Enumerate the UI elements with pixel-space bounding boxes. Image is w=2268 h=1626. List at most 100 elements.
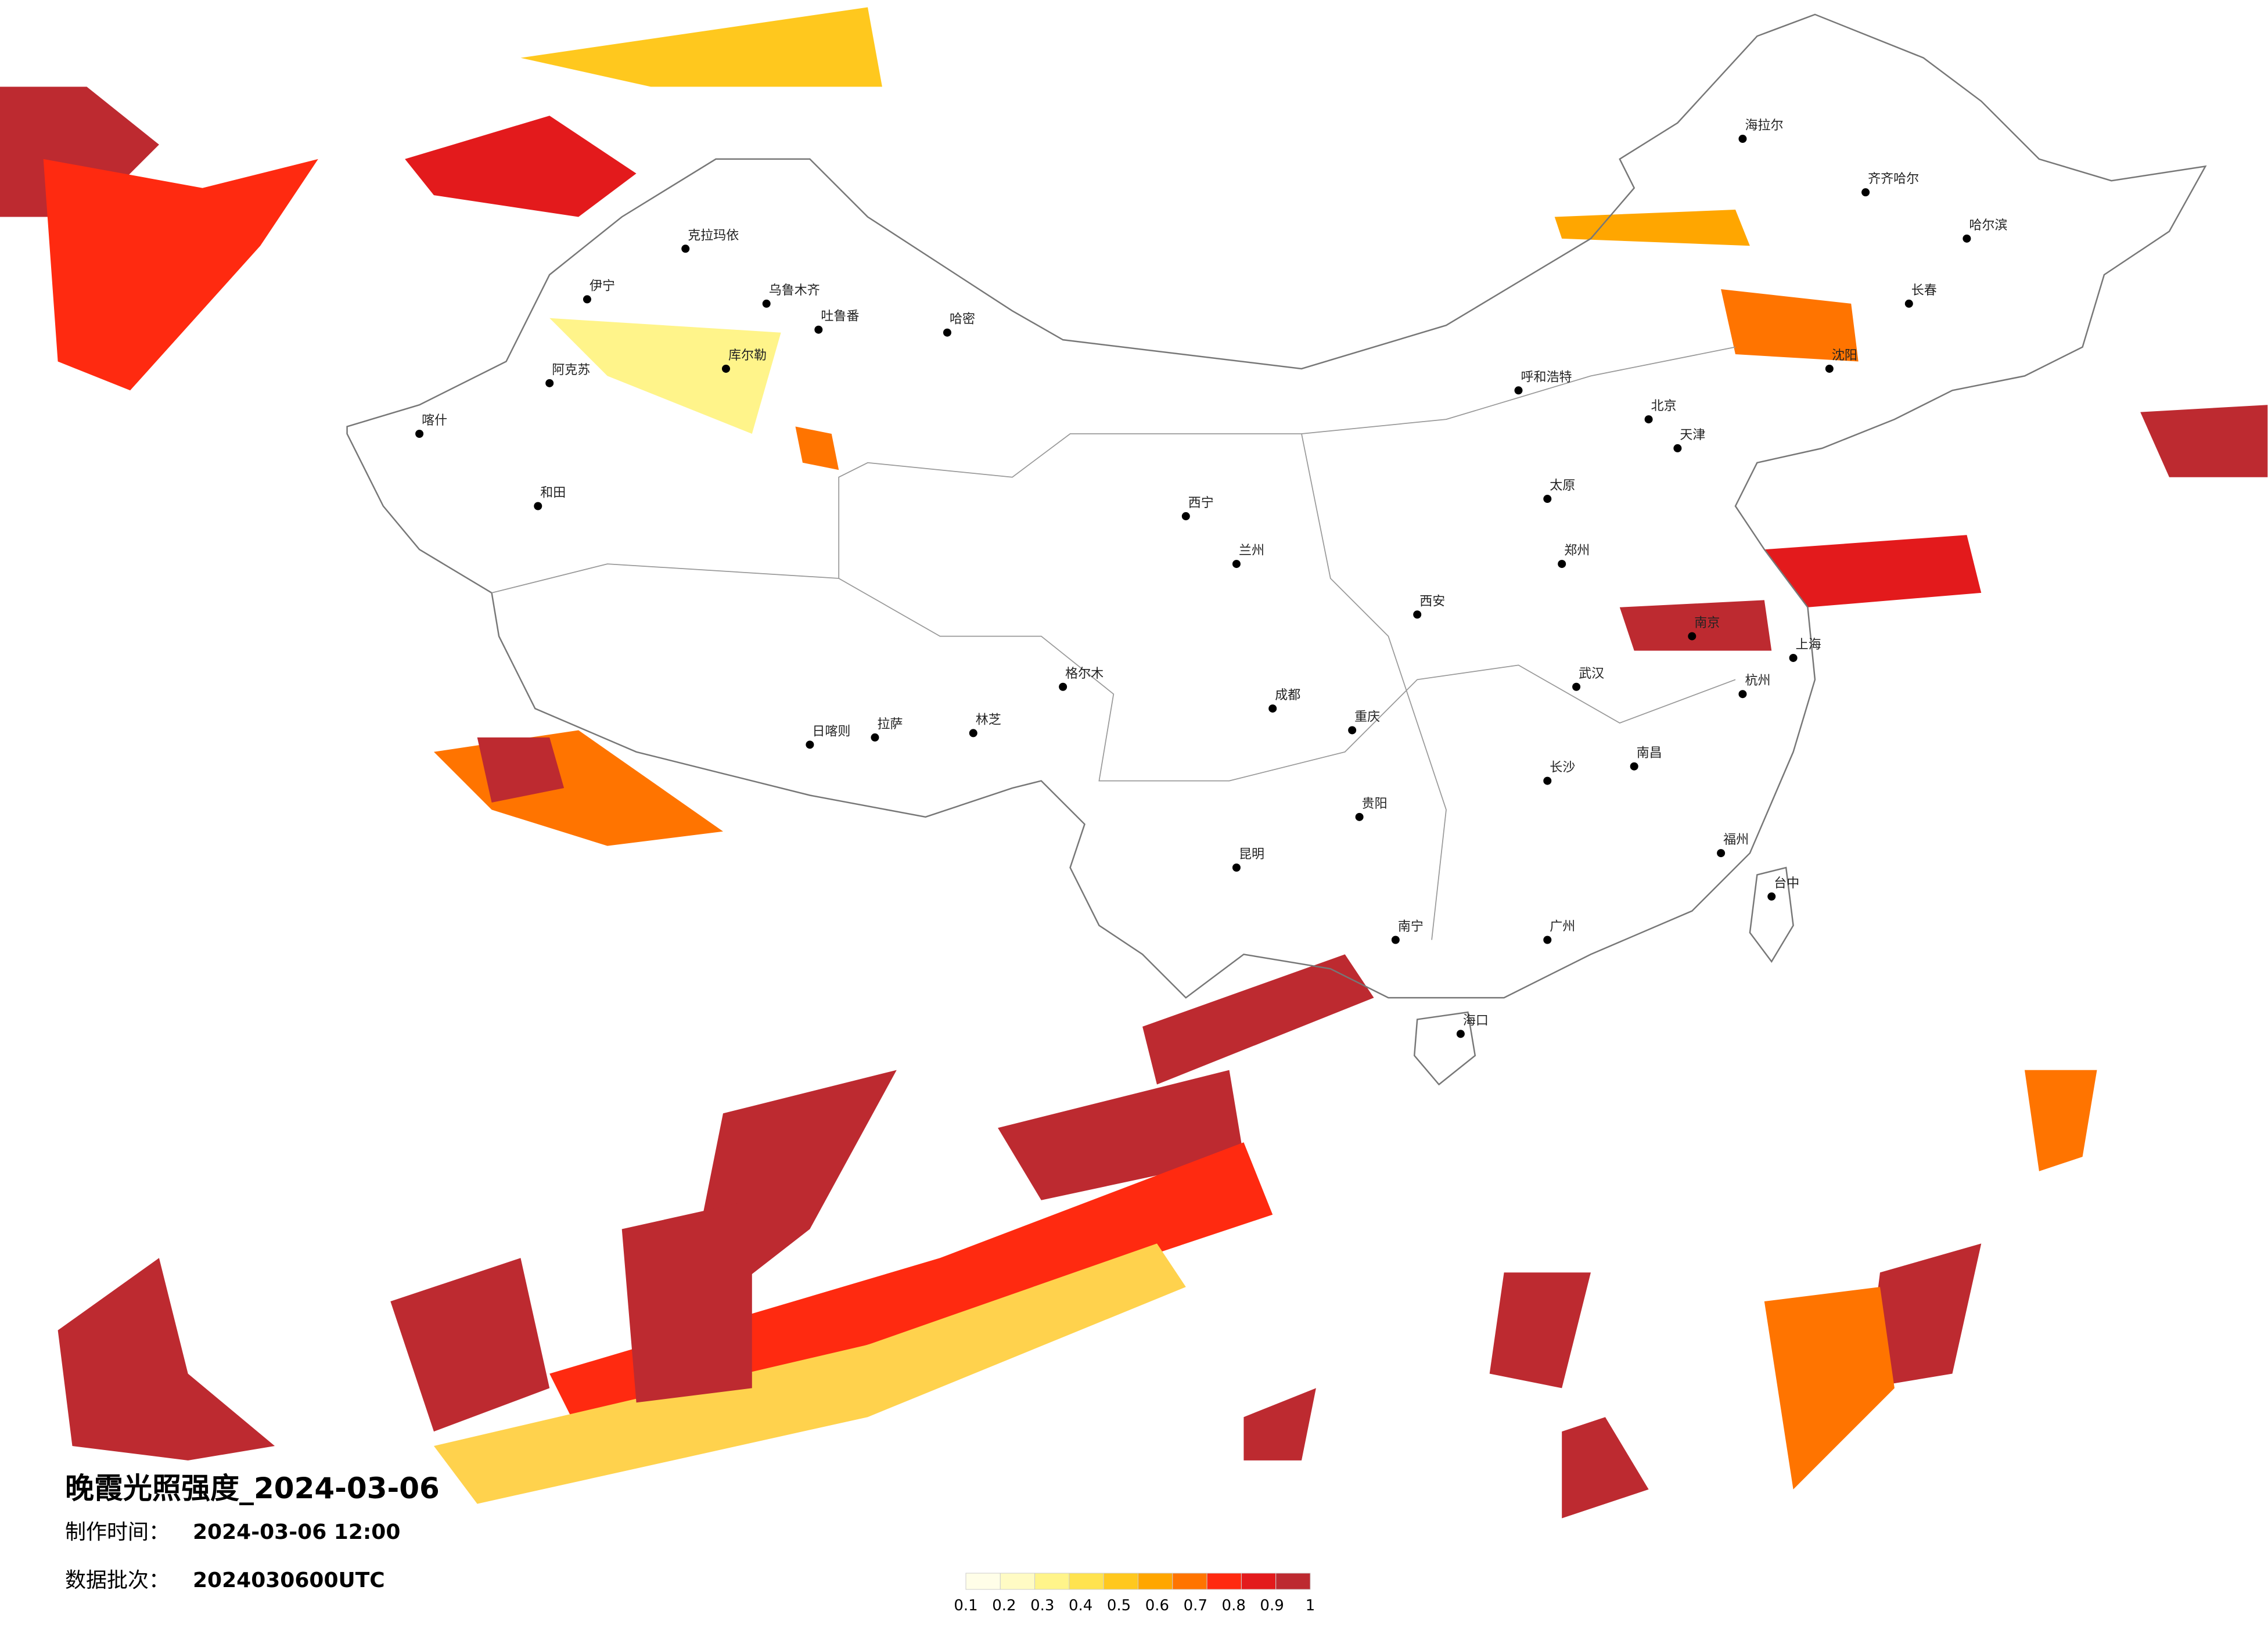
city-label: 昆明 [1239, 847, 1264, 862]
legend-swatch [1172, 1573, 1207, 1590]
city-label: 台中 [1774, 876, 1799, 891]
city-dot [762, 299, 771, 308]
city-label: 西宁 [1188, 496, 1214, 510]
city-dot [1543, 495, 1552, 503]
city-label: 格尔木 [1065, 667, 1104, 681]
field-blob [390, 1258, 550, 1432]
city-dot [1355, 812, 1364, 821]
city-label: 伊宁 [590, 279, 615, 293]
city-label: 长春 [1911, 283, 1937, 298]
field-blob [1619, 600, 1772, 651]
production-time: 2024-03-06 12:00 [193, 1520, 400, 1544]
field-blob [1562, 1417, 1649, 1519]
field-blob [621, 1200, 752, 1403]
city-dot [806, 740, 814, 749]
legend-swatch [965, 1573, 1001, 1590]
legend-swatch [1000, 1573, 1036, 1590]
legend-tick-label: 0.3 [1030, 1597, 1054, 1614]
city-dot [1558, 560, 1566, 569]
city-dot [1232, 560, 1241, 569]
data-batch-label: 数据批次： [65, 1569, 170, 1592]
city-dot [1644, 415, 1653, 424]
country-outline [346, 13, 2207, 999]
city-label: 林芝 [976, 713, 1001, 727]
city-label: 沈阳 [1832, 348, 1857, 363]
field [0, 7, 2268, 1519]
legend-tick-label: 0.7 [1184, 1597, 1207, 1614]
field-blob [477, 737, 565, 803]
city-label: 天津 [1680, 428, 1705, 443]
field-blob [1721, 289, 1859, 362]
city-label: 贵阳 [1362, 797, 1388, 811]
city-label: 南昌 [1637, 746, 1662, 761]
city-label: 上海 [1796, 638, 1821, 652]
field-blob [520, 7, 882, 87]
city-label: 呼和浩特 [1521, 370, 1572, 384]
city-label: 太原 [1550, 479, 1575, 493]
field-blob [43, 159, 318, 391]
city-dot [1630, 762, 1638, 771]
field-blob [1554, 210, 1750, 246]
city-dot [583, 295, 591, 304]
city-dot [545, 379, 554, 387]
city-label: 吐鲁番 [821, 310, 859, 324]
city-label: 南京 [1694, 616, 1720, 631]
city-label: 和田 [540, 486, 566, 501]
legend-swatch [1138, 1573, 1173, 1590]
city-label: 广州 [1550, 920, 1575, 934]
city-dot [1456, 1030, 1465, 1038]
city-label: 喀什 [422, 413, 447, 428]
city-dot [1543, 776, 1552, 785]
city-dot [415, 430, 424, 438]
city-dot [721, 364, 730, 373]
legend-tick-label: 0.5 [1107, 1597, 1131, 1614]
city-dot [1268, 704, 1277, 713]
city-label: 西安 [1419, 594, 1445, 609]
city-dot [1059, 682, 1067, 691]
city-label: 海口 [1463, 1013, 1489, 1028]
city-dot [1717, 849, 1726, 858]
field-blob [2025, 1070, 2097, 1171]
city-label: 郑州 [1564, 544, 1590, 558]
city-dot [814, 325, 823, 334]
city-dot [943, 328, 951, 337]
city-dot [1963, 234, 1971, 243]
city-dot [1825, 364, 1834, 373]
title: 晚霞光照强度_2024-03-06 [65, 1472, 440, 1505]
city-dot [1861, 188, 1870, 197]
city-label: 兰州 [1239, 544, 1264, 558]
legend-tick-label: 0.2 [992, 1597, 1016, 1614]
city-label: 杭州 [1745, 674, 1770, 688]
legend-tick-label: 0.1 [954, 1597, 977, 1614]
production-time-label: 制作时间： [65, 1520, 170, 1544]
hainan-outline [1413, 1011, 1476, 1086]
field-blob [1764, 1287, 1895, 1490]
field-blob [1764, 535, 1982, 607]
city-label: 福州 [1723, 833, 1749, 847]
city-dot [681, 244, 690, 253]
city-dot [1767, 892, 1776, 901]
city-dot [1391, 936, 1400, 944]
city-dot [969, 729, 977, 738]
legend-swatch [1275, 1573, 1311, 1590]
legend: 0.1 0.2 0.3 0.4 0.5 0.6 0.7 0.8 0.9 1 [954, 1573, 1315, 1614]
field-blob [57, 1258, 275, 1460]
field-blob [549, 318, 781, 434]
legend-swatch [1034, 1573, 1070, 1590]
field-blob [434, 1243, 1186, 1504]
data-batch: 2024030600UTC [193, 1569, 385, 1592]
city-label: 长沙 [1550, 761, 1575, 775]
field-blob [795, 426, 839, 470]
province-border [491, 346, 1736, 593]
city-label: 成都 [1275, 688, 1300, 703]
city-dot [871, 733, 879, 742]
city-label: 海拉尔 [1745, 118, 1783, 133]
city-dot [1348, 726, 1357, 735]
province-border [838, 578, 1736, 782]
city-label: 武汉 [1579, 667, 1604, 681]
city-label: 重庆 [1354, 710, 1380, 724]
legend-tick-label: 0.4 [1069, 1597, 1092, 1614]
city-label: 南宁 [1398, 920, 1424, 934]
